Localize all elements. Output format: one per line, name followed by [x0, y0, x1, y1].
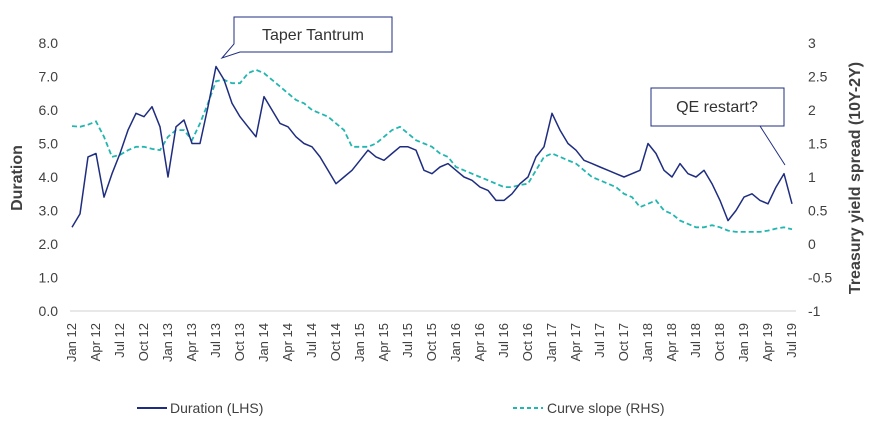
right-tick-label: -0.5: [808, 270, 832, 286]
x-tick-label: Apr 14: [280, 323, 295, 361]
right-tick-label: 0: [808, 236, 816, 252]
x-tick-label: Oct 18: [712, 323, 727, 361]
x-tick-label: Apr 13: [184, 323, 199, 361]
x-tick-label: Jan 14: [256, 323, 271, 362]
x-tick-label: Jan 17: [544, 323, 559, 362]
taper-tantrum-callout: Taper Tantrum: [220, 16, 393, 60]
left-tick-label: 0.0: [39, 303, 59, 319]
qe-callout-text: QE restart?: [676, 99, 758, 116]
x-tick-label: Oct 16: [520, 323, 535, 361]
taper-callout-text: Taper Tantrum: [262, 27, 364, 44]
right-axis-title: Treasury yield spread (10Y-2Y): [847, 62, 864, 294]
qe-callout-box: [650, 87, 785, 127]
right-tick-label: 1: [808, 169, 816, 185]
x-tick-label: Oct 13: [232, 323, 247, 361]
x-tick-label: Oct 15: [424, 323, 439, 361]
x-tick-label: Jul 16: [496, 323, 511, 358]
x-tick-label: Apr 17: [568, 323, 583, 361]
left-tick-label: 3.0: [39, 203, 59, 219]
x-tick-label: Jan 16: [448, 323, 463, 362]
x-tick-label: Jan 13: [160, 323, 175, 362]
curve-slope-line: [71, 68, 793, 233]
x-tick-label: Jul 12: [112, 323, 127, 358]
left-tick-label: 6.0: [39, 102, 59, 118]
left-axis-title: Duration: [9, 145, 26, 211]
legend-duration-label: Duration (LHS): [170, 400, 263, 416]
x-tick-label: Jul 19: [784, 323, 799, 358]
right-tick-label: 2: [808, 102, 816, 118]
x-tick-label: Jan 18: [640, 323, 655, 362]
left-tick-label: 1.0: [39, 270, 59, 286]
left-tick-label: 7.0: [39, 69, 59, 85]
x-tick-label: Jan 19: [736, 323, 751, 362]
x-axis-ticks: Jan 12 Apr 12 Jul 12 Oct 12 Jan 13 Apr 13 Jul …: [64, 323, 799, 362]
left-tick-label: 2.0: [39, 236, 59, 252]
x-tick-label: Apr 12: [88, 323, 103, 361]
x-tick-label: Apr 19: [760, 323, 775, 361]
x-tick-label: Jul 17: [592, 323, 607, 358]
x-tick-label: Apr 16: [472, 323, 487, 361]
right-axis-ticks: -1 -0.5 0 0.5 1 1.5 2 2.5 3: [808, 35, 832, 319]
right-tick-label: 1.5: [808, 136, 828, 152]
right-tick-label: 0.5: [808, 203, 828, 219]
x-tick-label: Apr 18: [664, 323, 679, 361]
x-tick-label: Jan 12: [64, 323, 79, 362]
x-tick-label: Jul 18: [688, 323, 703, 358]
right-tick-label: 2.5: [808, 69, 828, 85]
x-tick-label: Oct 14: [328, 323, 343, 361]
duration-line: [71, 65, 793, 228]
x-tick-label: Jul 14: [304, 323, 319, 358]
x-tick-label: Apr 15: [376, 323, 391, 361]
x-tick-label: Jul 13: [208, 323, 223, 358]
x-tick-label: Oct 17: [616, 323, 631, 361]
legend: Duration (LHS) Curve slope (RHS): [137, 400, 664, 416]
right-tick-label: 3: [808, 35, 816, 51]
left-axis-ticks: 0.0 1.0 2.0 3.0 4.0 5.0 6.0 7.0 8.0: [39, 35, 59, 319]
qe-callout-pointer: [759, 125, 786, 166]
taper-callout-box: [220, 16, 393, 60]
right-tick-label: -1: [808, 303, 821, 319]
legend-slope-label: Curve slope (RHS): [547, 400, 664, 416]
x-tick-label: Jan 15: [352, 323, 367, 362]
left-tick-label: 5.0: [39, 136, 59, 152]
x-tick-label: Oct 12: [136, 323, 151, 361]
qe-restart-callout: QE restart?: [650, 87, 786, 166]
left-tick-label: 8.0: [39, 35, 59, 51]
left-tick-label: 4.0: [39, 169, 59, 185]
x-tick-label: Jul 15: [400, 323, 415, 358]
